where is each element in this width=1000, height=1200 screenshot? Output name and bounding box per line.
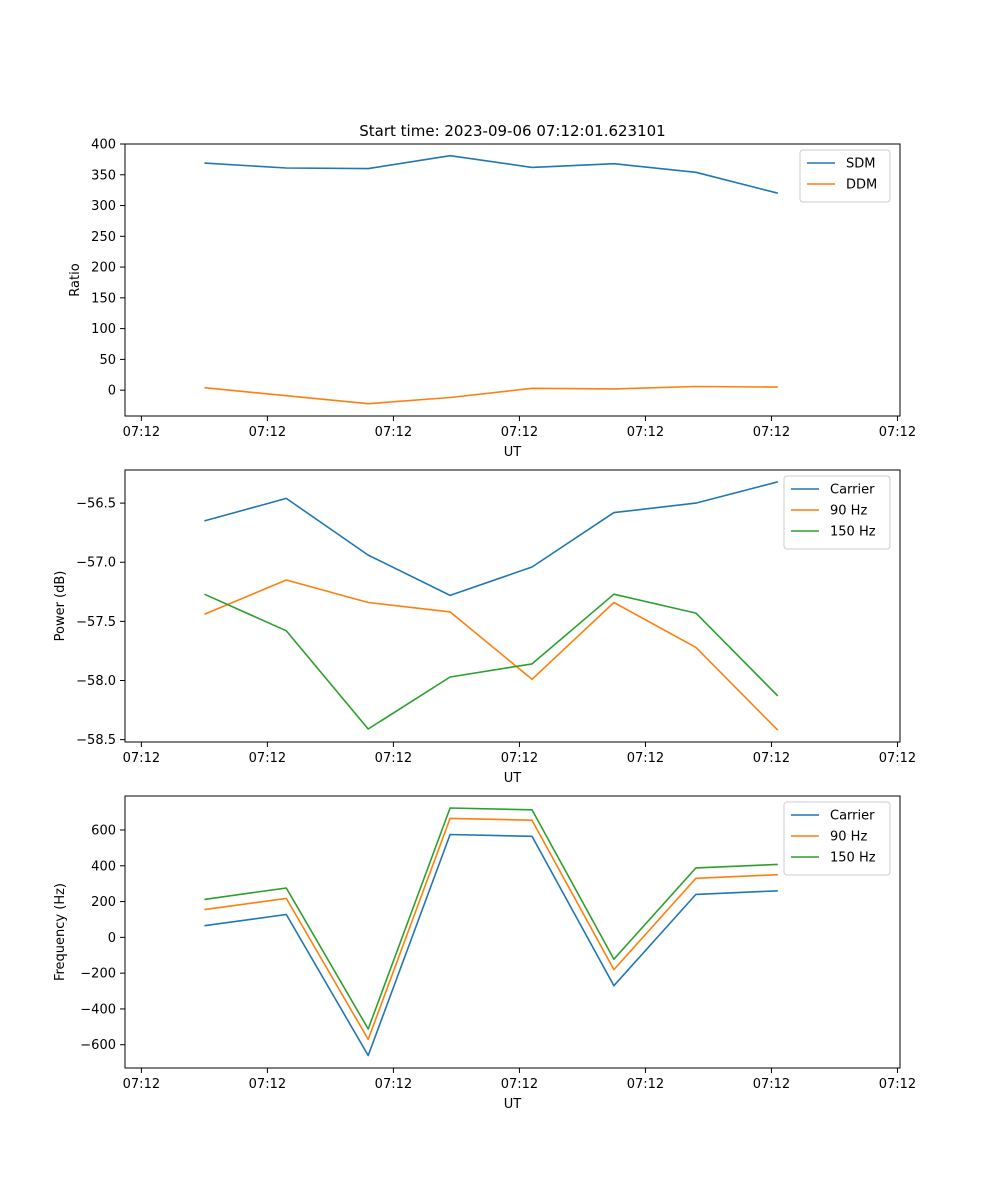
x-tick-label: 07:12 (753, 425, 790, 440)
y-tick-label: 0 (108, 931, 116, 946)
y-tick-label: −56.5 (76, 497, 116, 512)
y-tick-label: −58.5 (76, 733, 116, 748)
series-line-ddm (204, 385, 778, 405)
x-tick-label: 07:12 (375, 425, 412, 440)
legend-label: SDM (846, 157, 875, 172)
x-axis-label: UT (504, 445, 522, 460)
subplot-3: 07:1207:1207:1207:1207:1207:1207:1207:13… (53, 795, 916, 1112)
y-tick-label: −57.0 (76, 556, 116, 571)
x-tick-label: 07:12 (123, 1077, 160, 1092)
legend-label: DDM (846, 178, 877, 193)
y-tick-label: 0 (108, 384, 116, 399)
x-tick-label: 07:12 (375, 751, 412, 766)
x-tick-label: 07:12 (879, 425, 916, 440)
subplot-1: 07:1207:1207:1207:1207:1207:1207:1207:13… (68, 138, 916, 461)
y-tick-label: −200 (80, 967, 116, 982)
x-axis-label: UT (504, 1097, 522, 1112)
legend-label: Carrier (830, 809, 875, 824)
figure-title: Start time: 2023-09-06 07:12:01.623101 (359, 122, 665, 140)
legend: Carrier 90 Hz 150 Hz (783, 801, 891, 876)
series-line-carrier (204, 833, 778, 1057)
x-tick-label: 07:12 (879, 751, 916, 766)
x-tick-label: 07:12 (123, 425, 160, 440)
series-line-sdm (204, 154, 778, 194)
series-line-90-hz (204, 579, 779, 731)
y-axis-label: Ratio (68, 263, 83, 296)
y-tick-label: 50 (99, 353, 116, 368)
y-tick-label: 100 (91, 322, 116, 337)
x-tick-label: 07:12 (753, 751, 790, 766)
x-tick-label: 07:12 (627, 1077, 664, 1092)
axes-frame (124, 143, 901, 417)
x-axis-label: UT (504, 771, 522, 786)
series-line-carrier (204, 481, 779, 597)
y-tick-label: 400 (91, 859, 116, 874)
x-tick-label: 07:12 (249, 751, 286, 766)
y-tick-label: 200 (91, 895, 116, 910)
axes-frame (124, 469, 901, 743)
y-tick-label: −57.5 (76, 615, 116, 630)
subplot-2: 07:1207:1207:1207:1207:1207:1207:1207:13… (53, 469, 916, 786)
legend-label: Carrier (830, 483, 875, 498)
y-tick-label: 200 (91, 261, 116, 276)
series-line-90-hz (204, 817, 778, 1041)
y-tick-label: 600 (91, 824, 116, 839)
x-tick-label: 07:12 (627, 425, 664, 440)
x-tick-label: 07:12 (501, 425, 538, 440)
legend-label: 150 Hz (830, 851, 876, 866)
x-tick-label: 07:12 (123, 751, 160, 766)
y-tick-label: −600 (80, 1038, 116, 1053)
y-tick-label: 300 (91, 199, 116, 214)
x-tick-label: 07:12 (753, 1077, 790, 1092)
y-tick-label: −58.0 (76, 674, 116, 689)
y-axis-label: Frequency (Hz) (53, 883, 68, 981)
subplots: 07:1207:1207:1207:1207:1207:1207:1207:13… (53, 138, 916, 1113)
x-tick-label: 07:12 (627, 751, 664, 766)
x-tick-label: 07:12 (375, 1077, 412, 1092)
legend: Carrier 90 Hz 150 Hz (783, 475, 891, 550)
legend: SDM DDM (799, 149, 891, 203)
legend-box (799, 149, 891, 203)
legend-label: 150 Hz (830, 525, 876, 540)
y-tick-label: 400 (91, 138, 116, 153)
y-tick-label: 250 (91, 230, 116, 245)
x-tick-label: 07:12 (249, 1077, 286, 1092)
legend-label: 90 Hz (830, 830, 867, 845)
axes-frame (124, 795, 901, 1069)
y-tick-label: 350 (91, 168, 116, 183)
x-tick-label: 07:12 (879, 1077, 916, 1092)
x-tick-label: 07:12 (249, 425, 286, 440)
x-tick-label: 07:12 (501, 1077, 538, 1092)
x-tick-label: 07:12 (501, 751, 538, 766)
series-line-150-hz (204, 807, 778, 1030)
y-tick-label: 150 (91, 291, 116, 306)
y-tick-label: −400 (80, 1002, 116, 1017)
series-line-150-hz (204, 593, 779, 730)
legend-label: 90 Hz (830, 504, 867, 519)
y-axis-label: Power (dB) (53, 571, 68, 642)
